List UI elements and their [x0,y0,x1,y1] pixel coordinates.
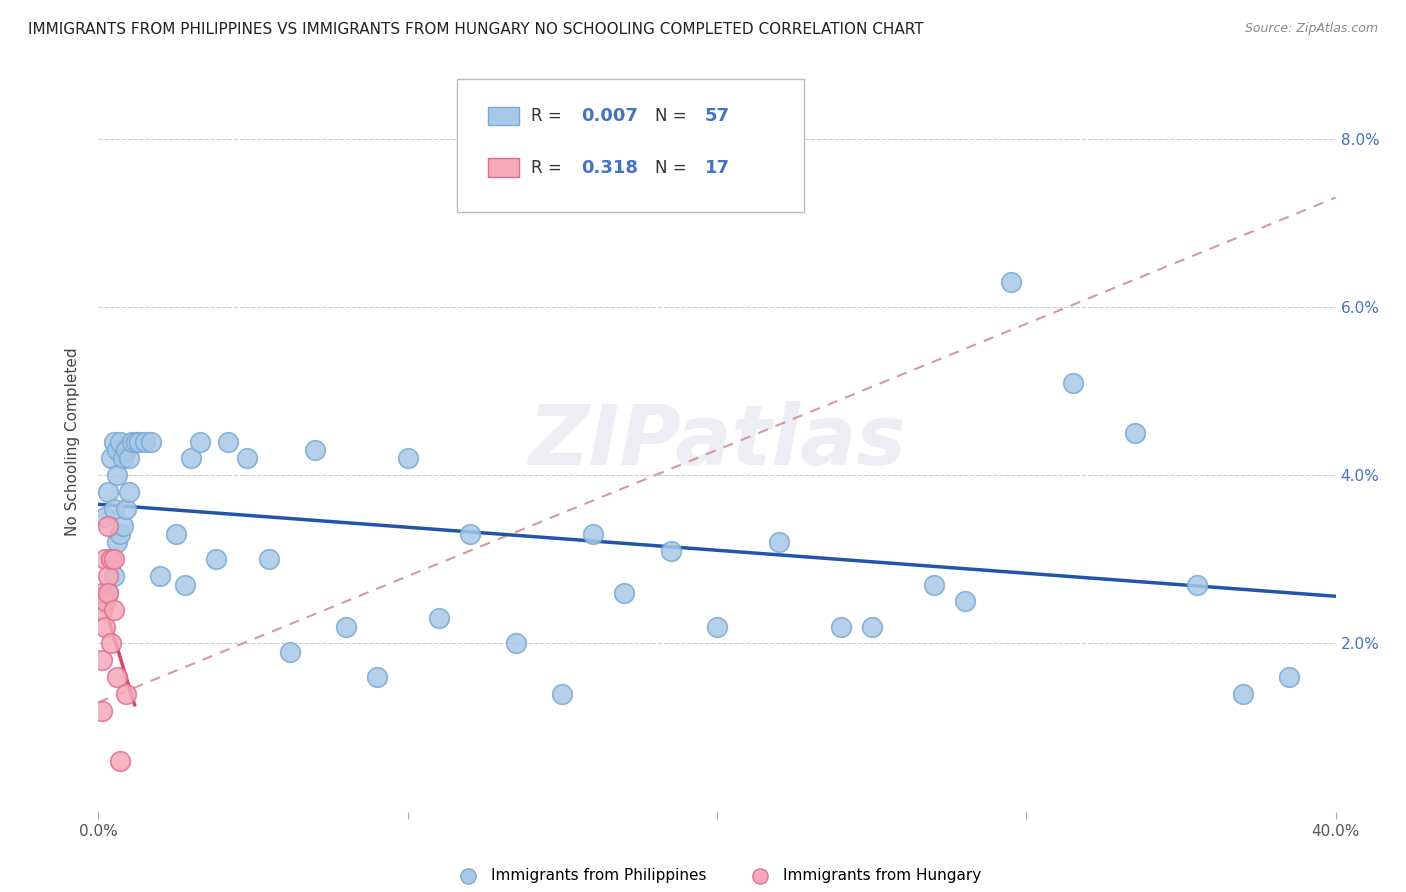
Legend: Immigrants from Philippines, Immigrants from Hungary: Immigrants from Philippines, Immigrants … [447,862,987,889]
Point [335,619,357,633]
Point [100,552,122,566]
Point [108,434,131,449]
Point [103,569,125,583]
Point [115,442,138,457]
Point [830,619,852,633]
Text: N =: N = [655,107,692,125]
Point [128,434,150,449]
Point [551,687,574,701]
FancyBboxPatch shape [488,159,519,177]
Point [278,645,301,659]
Point [1123,426,1146,441]
Text: R =: R = [531,159,568,177]
Point [97,586,120,600]
Point [112,518,135,533]
Text: ZIPatlas: ZIPatlas [529,401,905,482]
Point [103,434,125,449]
Point [115,687,138,701]
Point [180,451,202,466]
Point [190,434,212,449]
Point [139,434,162,449]
Point [613,586,636,600]
Point [118,485,141,500]
Point [93,510,115,524]
Point [103,603,125,617]
Point [97,586,120,600]
Point [257,552,280,566]
Point [174,577,197,591]
Point [1000,275,1022,289]
Point [105,442,128,457]
Point [93,619,115,633]
Point [427,611,450,625]
Point [100,451,122,466]
Point [659,544,682,558]
Point [90,603,112,617]
Y-axis label: No Schooling Completed: No Schooling Completed [65,347,80,536]
Point [366,670,388,684]
Point [860,619,883,633]
Point [108,754,131,768]
Point [236,451,259,466]
Point [1232,687,1254,701]
Point [93,552,115,566]
Point [304,442,326,457]
Point [149,569,172,583]
Point [124,434,146,449]
Point [100,636,122,650]
Point [396,451,419,466]
Text: R =: R = [531,107,568,125]
Text: 0.318: 0.318 [581,159,638,177]
Text: Source: ZipAtlas.com: Source: ZipAtlas.com [1244,22,1378,36]
Point [1062,376,1084,390]
Point [90,704,112,718]
Point [134,434,156,449]
Point [105,670,128,684]
Text: 57: 57 [704,107,730,125]
Point [103,501,125,516]
Point [582,527,605,541]
FancyBboxPatch shape [488,106,519,125]
Point [90,653,112,667]
Point [922,577,945,591]
Point [205,552,228,566]
Point [165,527,187,541]
Point [105,468,128,483]
Point [505,636,527,650]
Point [1278,670,1301,684]
Text: 17: 17 [704,159,730,177]
Point [953,594,976,608]
Point [105,535,128,549]
Point [706,619,728,633]
Point [97,485,120,500]
Point [768,535,790,549]
Text: 0.007: 0.007 [581,107,638,125]
Text: IMMIGRANTS FROM PHILIPPINES VS IMMIGRANTS FROM HUNGARY NO SCHOOLING COMPLETED CO: IMMIGRANTS FROM PHILIPPINES VS IMMIGRANT… [28,22,924,37]
Point [103,552,125,566]
Point [121,434,143,449]
Point [458,527,481,541]
Point [118,451,141,466]
Point [1185,577,1208,591]
FancyBboxPatch shape [457,78,804,212]
Point [217,434,239,449]
Point [100,552,122,566]
Point [108,527,131,541]
Point [97,569,120,583]
Point [93,594,115,608]
Point [90,586,112,600]
Point [115,501,138,516]
Point [97,518,120,533]
Point [112,451,135,466]
Text: N =: N = [655,159,692,177]
